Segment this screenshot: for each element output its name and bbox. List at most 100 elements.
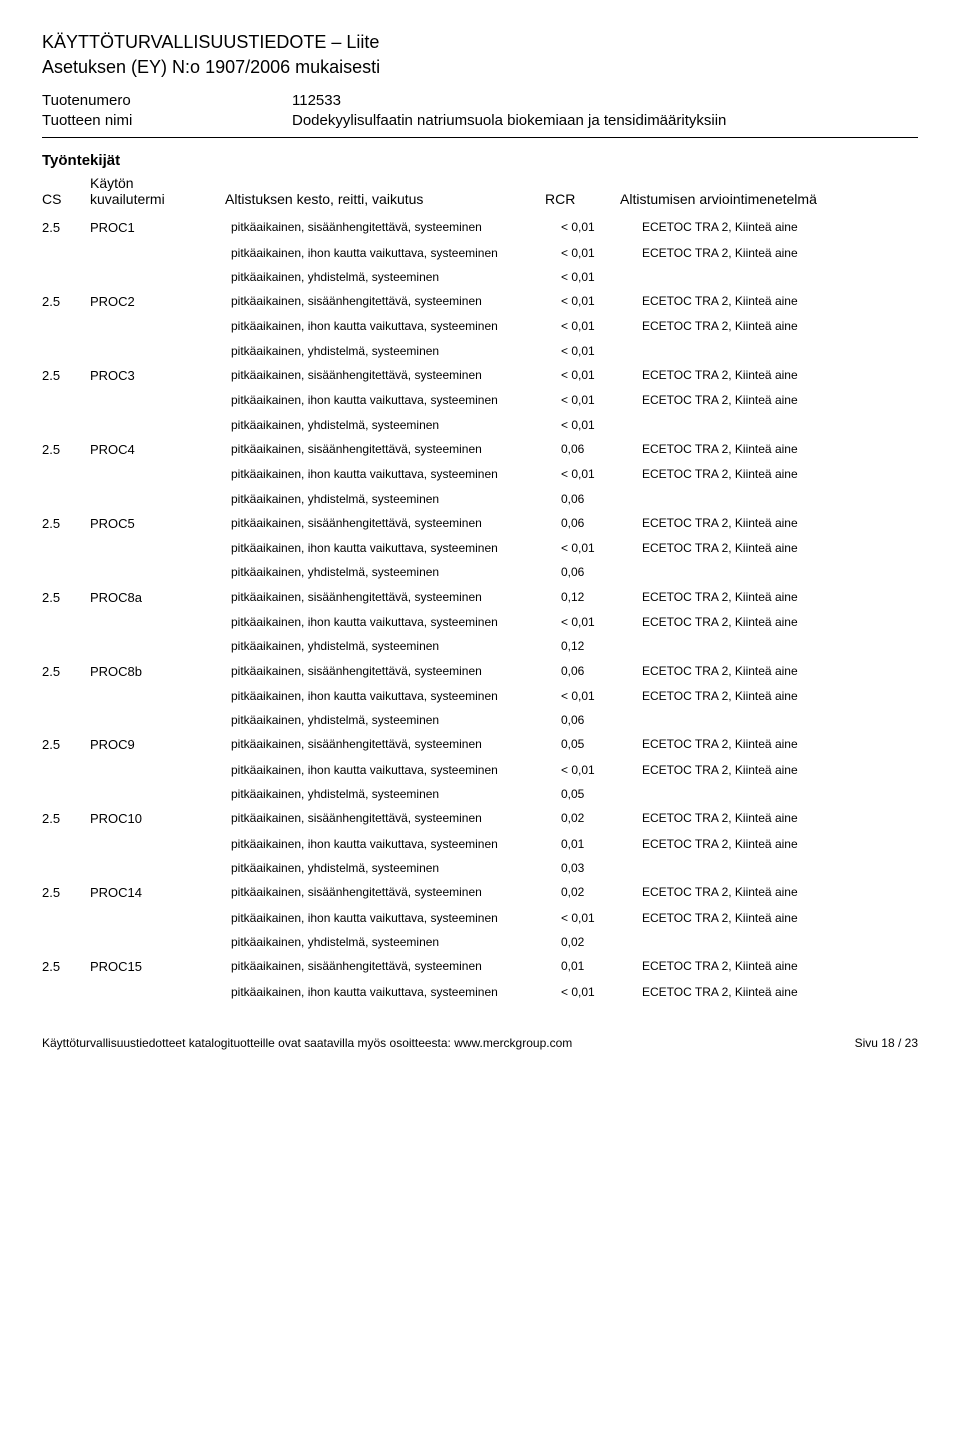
table-row: pitkäaikainen, ihon kautta vaikuttava, s…	[42, 462, 918, 486]
cell-cs	[42, 392, 90, 408]
cell-exposure: pitkäaikainen, sisäänhengitettävä, syste…	[231, 367, 561, 385]
table-row: 2.5PROC8apitkäaikainen, sisäänhengitettä…	[42, 585, 918, 611]
cell-rcr: < 0,01	[561, 910, 642, 926]
table-row: pitkäaikainen, yhdistelmä, systeeminen< …	[42, 413, 918, 437]
cell-term: PROC15	[90, 958, 231, 976]
cell-term: PROC8b	[90, 663, 231, 681]
cell-method	[642, 564, 918, 580]
cell-rcr: < 0,01	[561, 367, 642, 385]
cell-term: PROC5	[90, 515, 231, 533]
cell-exposure: pitkäaikainen, ihon kautta vaikuttava, s…	[231, 245, 561, 261]
table-row: pitkäaikainen, ihon kautta vaikuttava, s…	[42, 906, 918, 930]
cell-exposure: pitkäaikainen, ihon kautta vaikuttava, s…	[231, 836, 561, 852]
cell-exposure: pitkäaikainen, ihon kautta vaikuttava, s…	[231, 614, 561, 630]
cell-term: PROC4	[90, 441, 231, 459]
cell-exposure: pitkäaikainen, ihon kautta vaikuttava, s…	[231, 910, 561, 926]
cell-term	[90, 392, 231, 408]
table-row: pitkäaikainen, yhdistelmä, systeeminen0,…	[42, 634, 918, 658]
cell-term	[90, 836, 231, 852]
cell-rcr: 0,12	[561, 638, 642, 654]
cell-exposure: pitkäaikainen, sisäänhengitettävä, syste…	[231, 663, 561, 681]
cell-method: ECETOC TRA 2, Kiinteä aine	[642, 614, 918, 630]
table-row: 2.5PROC2pitkäaikainen, sisäänhengitettäv…	[42, 289, 918, 315]
cell-exposure: pitkäaikainen, sisäänhengitettävä, syste…	[231, 736, 561, 754]
cell-exposure: pitkäaikainen, yhdistelmä, systeeminen	[231, 712, 561, 728]
cell-method: ECETOC TRA 2, Kiinteä aine	[642, 589, 918, 607]
cell-cs: 2.5	[42, 293, 90, 311]
cell-exposure: pitkäaikainen, sisäänhengitettävä, syste…	[231, 293, 561, 311]
cell-exposure: pitkäaikainen, sisäänhengitettävä, syste…	[231, 810, 561, 828]
cell-exposure: pitkäaikainen, yhdistelmä, systeeminen	[231, 417, 561, 433]
cell-cs: 2.5	[42, 589, 90, 607]
document-page: KÄYTTÖTURVALLISUUSTIEDOTE – Liite Asetuk…	[0, 0, 960, 1070]
cell-term	[90, 245, 231, 261]
meta-label: Tuotenumero	[42, 92, 292, 109]
cell-method	[642, 934, 918, 950]
table-row: pitkäaikainen, yhdistelmä, systeeminen< …	[42, 339, 918, 363]
cell-rcr: < 0,01	[561, 392, 642, 408]
table-row: pitkäaikainen, yhdistelmä, systeeminen0,…	[42, 708, 918, 732]
cell-cs	[42, 564, 90, 580]
cell-cs	[42, 269, 90, 285]
table-row: 2.5PROC8bpitkäaikainen, sisäänhengitettä…	[42, 659, 918, 685]
cell-method	[642, 638, 918, 654]
col-head-rcr: RCR	[545, 191, 620, 207]
cell-term: PROC9	[90, 736, 231, 754]
cell-rcr: 0,12	[561, 589, 642, 607]
table-row: 2.5PROC1pitkäaikainen, sisäänhengitettäv…	[42, 215, 918, 241]
cell-term	[90, 343, 231, 359]
cell-exposure: pitkäaikainen, sisäänhengitettävä, syste…	[231, 589, 561, 607]
cell-term	[90, 269, 231, 285]
cell-method: ECETOC TRA 2, Kiinteä aine	[642, 836, 918, 852]
cell-rcr: 0,01	[561, 958, 642, 976]
cell-term	[90, 417, 231, 433]
cell-cs: 2.5	[42, 219, 90, 237]
cell-method: ECETOC TRA 2, Kiinteä aine	[642, 884, 918, 902]
cell-exposure: pitkäaikainen, ihon kautta vaikuttava, s…	[231, 392, 561, 408]
table-row: pitkäaikainen, ihon kautta vaikuttava, s…	[42, 536, 918, 560]
cell-cs	[42, 614, 90, 630]
page-footer: Käyttöturvallisuustiedotteet katalogituo…	[42, 1028, 918, 1050]
col-head-term: Käytön kuvailutermi	[90, 173, 225, 207]
cell-cs	[42, 540, 90, 556]
table-row: pitkäaikainen, ihon kautta vaikuttava, s…	[42, 241, 918, 265]
cell-exposure: pitkäaikainen, yhdistelmä, systeeminen	[231, 564, 561, 580]
cell-exposure: pitkäaikainen, yhdistelmä, systeeminen	[231, 860, 561, 876]
cell-rcr: 0,01	[561, 836, 642, 852]
cell-cs	[42, 984, 90, 1000]
meta-product-name: Tuotteen nimi Dodekyylisulfaatin natrium…	[42, 112, 918, 129]
footer-right: Sivu 18 / 23	[855, 1036, 918, 1050]
cell-method: ECETOC TRA 2, Kiinteä aine	[642, 367, 918, 385]
cell-exposure: pitkäaikainen, yhdistelmä, systeeminen	[231, 491, 561, 507]
table-row: pitkäaikainen, ihon kautta vaikuttava, s…	[42, 980, 918, 1004]
cell-cs: 2.5	[42, 515, 90, 533]
cell-rcr: < 0,01	[561, 984, 642, 1000]
cell-method: ECETOC TRA 2, Kiinteä aine	[642, 515, 918, 533]
cell-exposure: pitkäaikainen, yhdistelmä, systeeminen	[231, 934, 561, 950]
doc-title: KÄYTTÖTURVALLISUUSTIEDOTE – Liite	[42, 32, 918, 53]
divider	[42, 137, 918, 138]
table-row: 2.5PROC10pitkäaikainen, sisäänhengitettä…	[42, 806, 918, 832]
table-row: pitkäaikainen, ihon kautta vaikuttava, s…	[42, 388, 918, 412]
cell-term	[90, 540, 231, 556]
cell-exposure: pitkäaikainen, sisäänhengitettävä, syste…	[231, 515, 561, 533]
cell-cs	[42, 491, 90, 507]
cell-term	[90, 638, 231, 654]
table-row: pitkäaikainen, ihon kautta vaikuttava, s…	[42, 832, 918, 856]
table-row: pitkäaikainen, yhdistelmä, systeeminen0,…	[42, 560, 918, 584]
cell-exposure: pitkäaikainen, ihon kautta vaikuttava, s…	[231, 762, 561, 778]
cell-term: PROC1	[90, 219, 231, 237]
cell-rcr: 0,05	[561, 736, 642, 754]
cell-rcr: < 0,01	[561, 540, 642, 556]
cell-method	[642, 712, 918, 728]
cell-cs	[42, 910, 90, 926]
cell-method: ECETOC TRA 2, Kiinteä aine	[642, 663, 918, 681]
cell-method	[642, 786, 918, 802]
table-row: 2.5PROC14pitkäaikainen, sisäänhengitettä…	[42, 880, 918, 906]
cell-term	[90, 564, 231, 580]
cell-rcr: 0,06	[561, 441, 642, 459]
cell-rcr: 0,06	[561, 663, 642, 681]
cell-cs	[42, 638, 90, 654]
cell-method: ECETOC TRA 2, Kiinteä aine	[642, 762, 918, 778]
cell-cs	[42, 934, 90, 950]
